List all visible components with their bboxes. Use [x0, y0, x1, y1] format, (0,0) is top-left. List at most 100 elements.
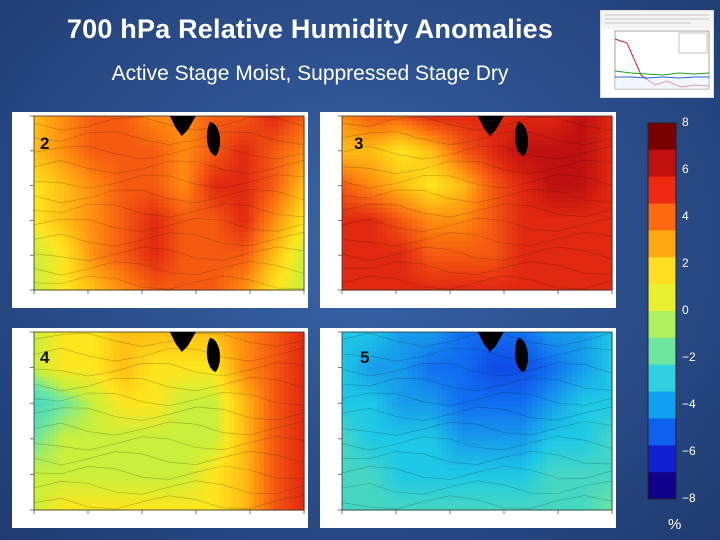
heatmap-cell — [502, 193, 508, 199]
heatmap-cell — [74, 222, 80, 228]
heatmap-cell — [607, 159, 613, 165]
heatmap-cell — [99, 406, 105, 412]
heatmap-cell — [124, 159, 130, 165]
heatmap-cell — [572, 149, 578, 156]
heatmap-cell — [552, 251, 558, 257]
heatmap-cell — [592, 130, 598, 136]
heatmap-cell — [497, 135, 503, 141]
heatmap-cell — [134, 164, 140, 170]
heatmap-cell — [607, 275, 613, 281]
heatmap-cell — [159, 193, 165, 199]
heatmap-cell — [44, 246, 50, 252]
heatmap-cell — [527, 261, 533, 267]
heatmap-cell — [387, 154, 393, 161]
heatmap-cell — [269, 135, 275, 141]
heatmap-cell — [487, 270, 493, 277]
heatmap-cell — [362, 212, 368, 219]
heatmap-cell — [49, 227, 55, 233]
heatmap-cell — [492, 198, 498, 204]
heatmap-cell — [482, 178, 488, 185]
heatmap-cell — [174, 183, 180, 190]
heatmap-cell — [249, 416, 255, 422]
heatmap-cell — [442, 178, 448, 185]
heatmap-cell — [139, 421, 145, 427]
heatmap-cell — [472, 130, 478, 136]
heatmap-cell — [164, 198, 170, 204]
heatmap-cell — [94, 169, 100, 175]
heatmap-cell — [54, 366, 60, 373]
heatmap-cell — [119, 222, 125, 228]
heatmap-cell — [432, 125, 438, 132]
heatmap-cell — [179, 169, 185, 175]
heatmap-cell — [74, 356, 80, 363]
heatmap-cell — [392, 149, 398, 156]
heatmap-cell — [234, 351, 240, 358]
heatmap-cell — [367, 178, 373, 185]
heatmap-cell — [34, 376, 40, 383]
heatmap-cell — [149, 285, 155, 291]
heatmap-cell — [124, 251, 130, 257]
heatmap-cell — [372, 135, 378, 141]
heatmap-cell — [89, 270, 95, 277]
heatmap-cell — [59, 169, 65, 175]
heatmap-cell — [229, 246, 235, 252]
heatmap-cell — [447, 270, 453, 277]
heatmap-cell — [472, 154, 478, 161]
heatmap-cell — [522, 154, 528, 161]
heatmap-cell — [279, 135, 285, 141]
heatmap-cell — [224, 241, 230, 248]
heatmap-cell — [54, 416, 60, 422]
heatmap-cell — [517, 203, 523, 209]
heatmap-cell — [279, 256, 285, 262]
heatmap-cell — [517, 116, 523, 122]
heatmap-cell — [244, 396, 250, 402]
heatmap-cell — [199, 140, 205, 146]
heatmap-cell — [54, 149, 60, 156]
heatmap-cell — [274, 336, 280, 343]
heatmap-cell — [69, 396, 75, 402]
heatmap-cell — [284, 203, 290, 209]
heatmap-cell — [39, 198, 45, 204]
heatmap-cell — [427, 232, 433, 238]
heatmap-cell — [124, 336, 130, 343]
heatmap-cell — [412, 285, 418, 291]
heatmap-cell — [397, 222, 403, 228]
heatmap-cell — [174, 217, 180, 223]
heatmap-cell — [94, 265, 100, 272]
heatmap-cell — [437, 125, 443, 132]
heatmap-cell — [284, 265, 290, 272]
heatmap-cell — [154, 401, 160, 407]
heatmap-cell — [219, 178, 225, 185]
heatmap-cell — [442, 135, 448, 141]
heatmap-cell — [79, 198, 85, 204]
heatmap-cell — [49, 198, 55, 204]
heatmap-cell — [462, 159, 468, 165]
heatmap-cell — [477, 120, 483, 127]
heatmap-cell — [184, 188, 190, 194]
heatmap-cell — [562, 280, 568, 286]
heatmap-cell — [402, 275, 408, 281]
heatmap-cell — [239, 212, 245, 219]
heatmap-cell — [49, 178, 55, 185]
heatmap-cell — [407, 256, 413, 262]
heatmap-cell — [607, 217, 613, 223]
axis-ticks — [338, 115, 613, 294]
heatmap-cell — [532, 251, 538, 257]
heatmap-cell — [547, 159, 553, 165]
heatmap-cell — [69, 212, 75, 219]
heatmap-cell — [472, 261, 478, 267]
heatmap-cell — [299, 371, 305, 378]
heatmap-cell — [224, 149, 230, 156]
heatmap-cell — [164, 236, 170, 243]
heatmap-cell — [179, 406, 185, 412]
heatmap-cell — [124, 227, 130, 233]
heatmap-cell — [154, 169, 160, 175]
heatmap-cell — [299, 212, 305, 219]
heatmap-cell — [169, 178, 175, 185]
heatmap-cell — [452, 178, 458, 185]
heatmap-cell — [597, 174, 603, 180]
heatmap-cell — [352, 261, 358, 267]
heatmap-cell — [279, 217, 285, 223]
heatmap-cell — [427, 212, 433, 219]
heatmap-cell — [174, 401, 180, 407]
